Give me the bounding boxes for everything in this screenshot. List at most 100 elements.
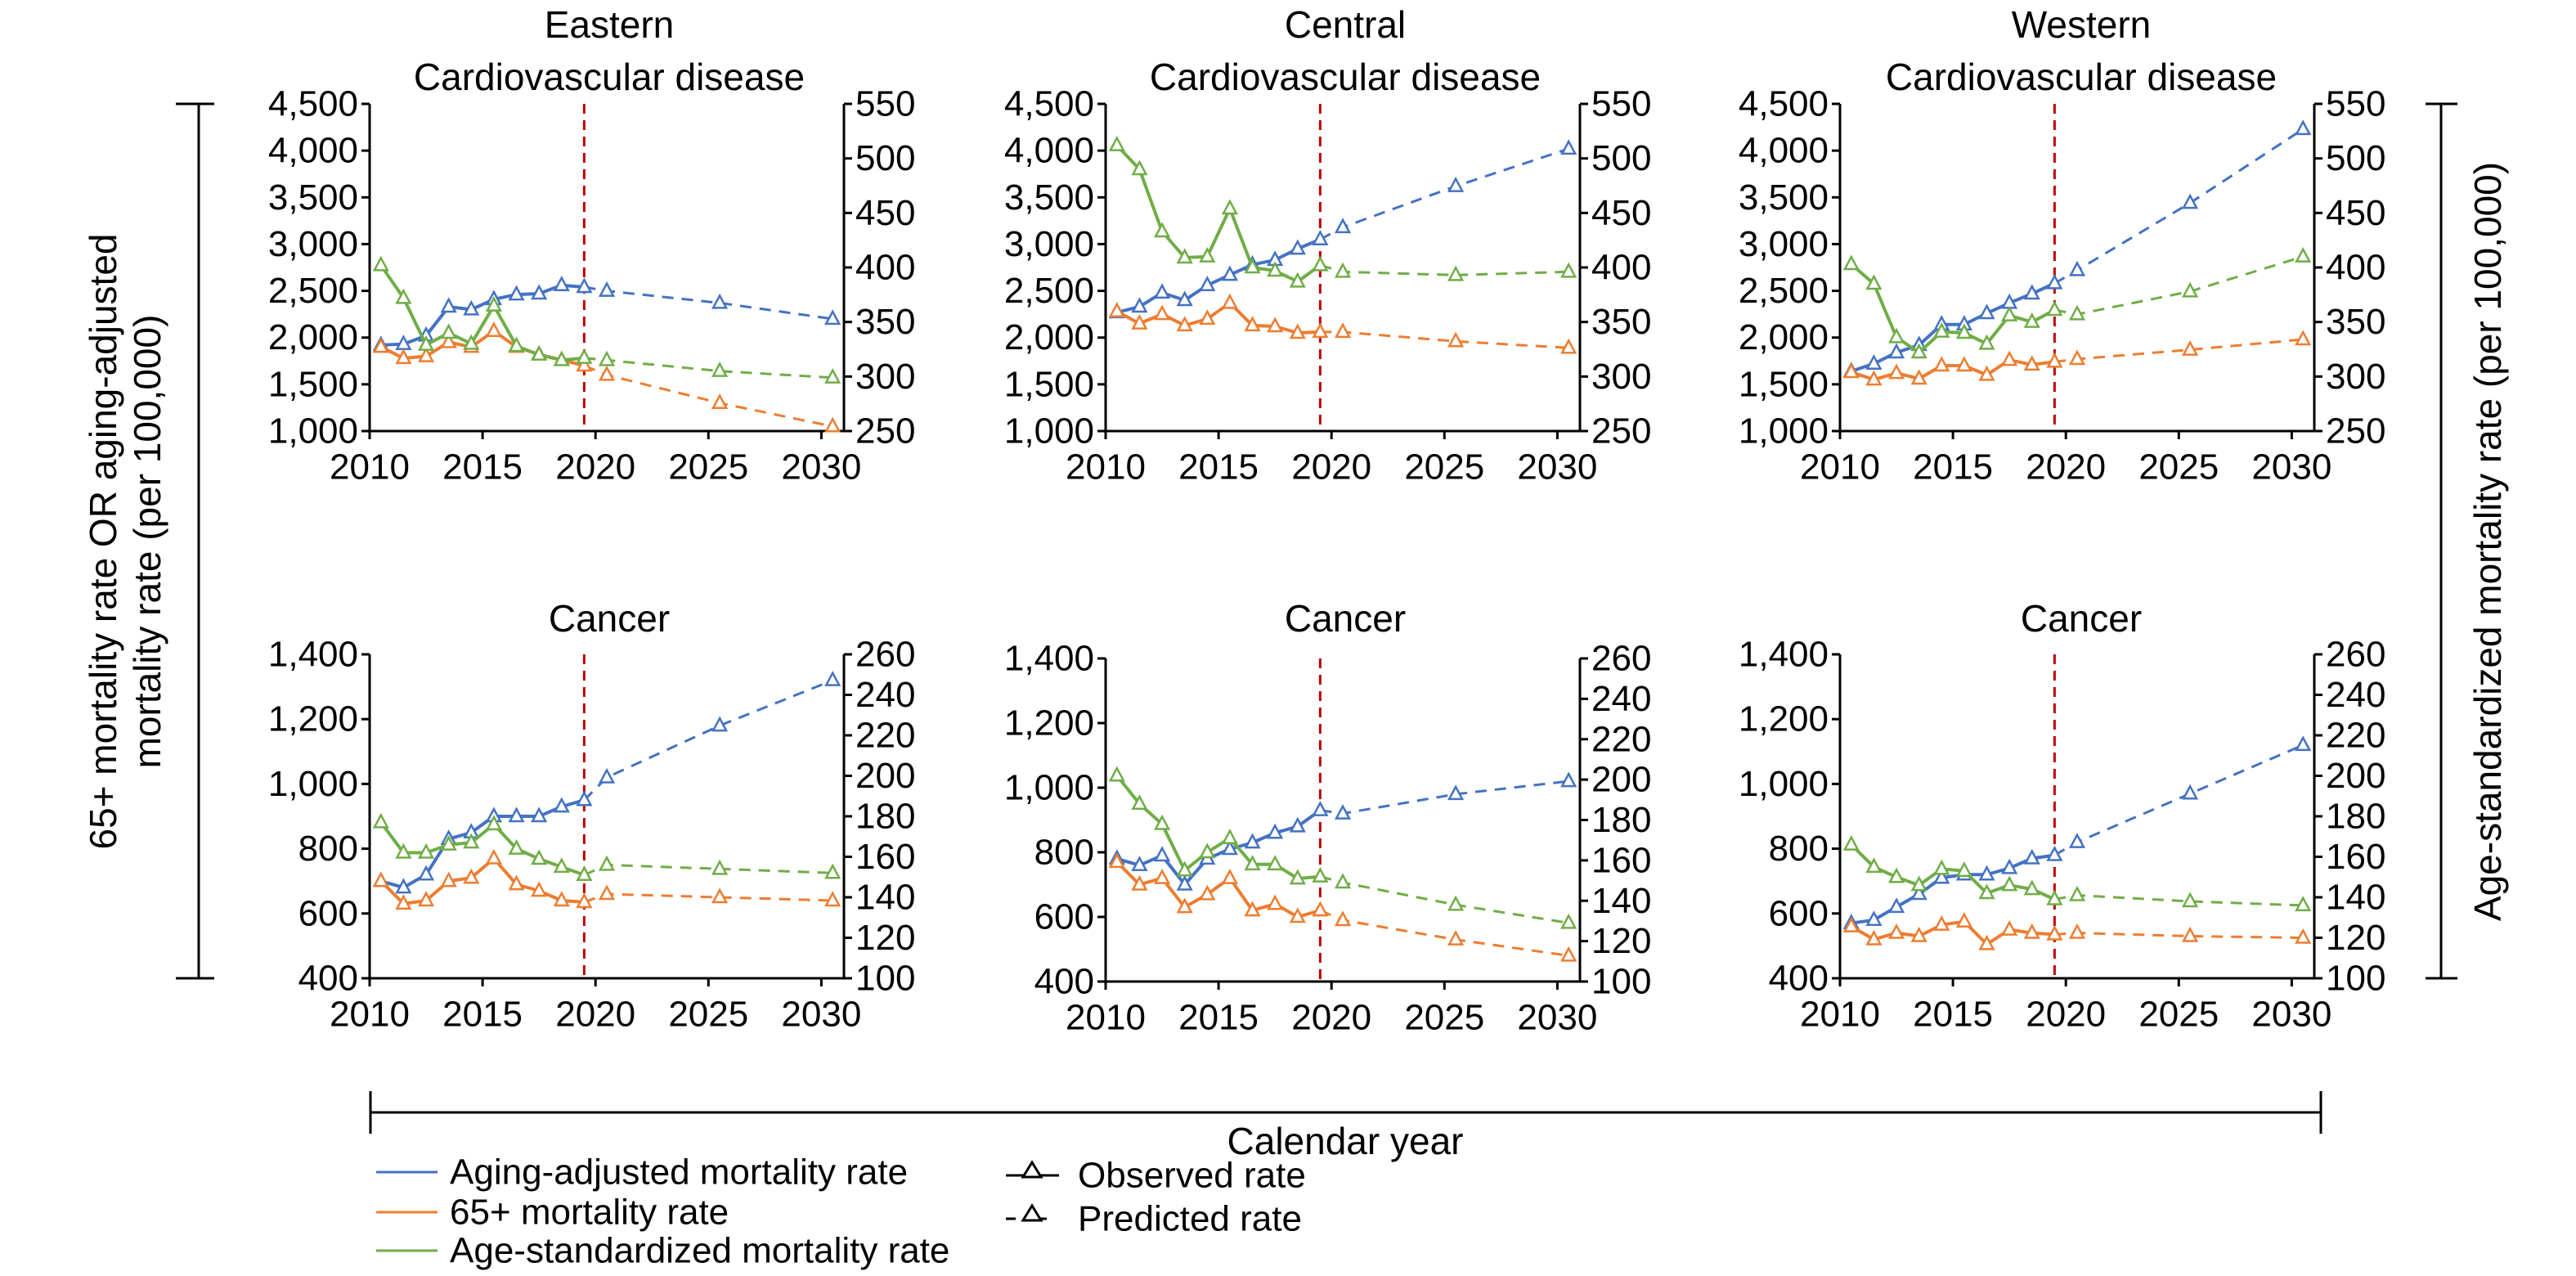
observed-point-age-standardized xyxy=(1108,136,1125,151)
left-y-tick-label: 800 xyxy=(1034,833,1094,873)
x-tick-label: 2010 xyxy=(330,447,410,487)
observed-point-65plus xyxy=(508,874,525,891)
predicted-line-65plus xyxy=(583,364,833,428)
panel-title-central-cvd: Cardiovascular disease xyxy=(1150,56,1541,98)
observed-point-65plus xyxy=(417,891,435,907)
observed-line-aging-adjusted xyxy=(1851,853,2055,925)
observed-point-age-standardized xyxy=(463,833,480,849)
predicted-point-65plus xyxy=(711,393,729,409)
predicted-point-aging-adjusted xyxy=(2295,735,2312,752)
left-y-tick-label: 1,200 xyxy=(1004,703,1094,744)
predicted-line-aging-adjusted xyxy=(2053,128,2304,285)
x-axis-label: Calendar year xyxy=(1227,1120,1464,1162)
observed-point-age-standardized xyxy=(1289,869,1306,885)
left-y-tick-label: 600 xyxy=(1034,897,1094,937)
x-tick-label: 2030 xyxy=(2251,995,2331,1035)
x-tick-label: 2030 xyxy=(781,447,861,487)
observed-point-age-standardized xyxy=(417,842,435,859)
observed-point-aging-adjusted xyxy=(2001,858,2018,874)
panel-title-western-cancer: Cancer xyxy=(2021,597,2142,640)
legend-observed-label: Observed rate xyxy=(1078,1156,1306,1196)
x-tick-label: 2025 xyxy=(1404,998,1484,1038)
predicted-line-age-standardized xyxy=(1319,263,1569,276)
predicted-point-age-standardized xyxy=(824,863,841,879)
legend-label-aging-adjusted: Aging-adjusted mortality rate xyxy=(450,1152,908,1193)
observed-point-aging-adjusted xyxy=(1221,839,1238,856)
predicted-point-age-standardized xyxy=(598,855,616,871)
observed-point-65plus xyxy=(1312,322,1329,339)
left-y-tick-label: 4,500 xyxy=(1004,84,1094,124)
observed-point-age-standardized xyxy=(1244,855,1261,871)
left-y-tick-label: 4,000 xyxy=(1004,131,1094,171)
right-y-tick-label: 240 xyxy=(855,675,915,715)
observed-point-age-standardized xyxy=(576,348,593,364)
observed-point-aging-adjusted xyxy=(553,797,570,813)
observed-point-age-standardized xyxy=(508,838,525,855)
right-y-tick-label: 350 xyxy=(1591,302,1651,342)
observed-point-age-standardized xyxy=(1176,860,1193,877)
observed-point-aging-adjusted xyxy=(1176,874,1193,891)
observed-point-aging-adjusted xyxy=(1312,230,1329,245)
observed-point-age-standardized xyxy=(395,288,412,304)
observed-point-age-standardized xyxy=(1910,875,1928,892)
left-y-tick-label: 3,000 xyxy=(1739,224,1829,264)
predicted-point-aging-adjusted xyxy=(2068,260,2086,276)
predicted-line-age-standardized xyxy=(584,357,833,380)
right-y-tick-label: 120 xyxy=(855,918,915,958)
predicted-line-aging-adjusted xyxy=(1319,147,1569,241)
observed-point-aging-adjusted xyxy=(1933,868,1950,884)
left-y-tick-label: 1,000 xyxy=(268,764,358,804)
predicted-line-aging-adjusted xyxy=(2053,744,2304,856)
observed-point-65plus xyxy=(1933,915,1950,931)
observed-point-age-standardized xyxy=(1131,160,1148,176)
left-y-tick-label: 400 xyxy=(1034,962,1094,1002)
observed-point-65plus xyxy=(2023,355,2040,371)
x-tick-label: 2030 xyxy=(2251,447,2331,487)
right-y-tick-label: 400 xyxy=(1591,248,1651,288)
right-y-tick-label: 450 xyxy=(855,193,915,233)
predicted-point-65plus xyxy=(1447,331,1465,348)
left-y-tick-label: 3,000 xyxy=(268,224,358,264)
observed-point-age-standardized xyxy=(1244,258,1261,274)
right-y-tick-label: 240 xyxy=(2326,675,2385,715)
observed-point-aging-adjusted xyxy=(1312,800,1329,816)
observed-point-aging-adjusted xyxy=(440,297,457,313)
observed-point-65plus xyxy=(1978,365,1995,381)
left-y-tick-label: 1,400 xyxy=(268,635,358,675)
right-y-tick-label: 100 xyxy=(855,959,915,999)
legend-label-65plus: 65+ mortality rate xyxy=(450,1193,729,1233)
predicted-point-65plus xyxy=(2068,923,2086,939)
observed-point-age-standardized xyxy=(1910,343,1928,359)
left-y-tick-label: 1,500 xyxy=(1739,364,1829,404)
left-y-tick-label: 400 xyxy=(1769,959,1829,999)
predicted-point-65plus xyxy=(598,365,616,381)
predicted-point-aging-adjusted xyxy=(711,716,729,732)
x-tick-label: 2020 xyxy=(2026,995,2106,1035)
predicted-point-aging-adjusted xyxy=(824,309,841,326)
left-y-tick-label: 1,400 xyxy=(1004,639,1094,679)
observed-point-aging-adjusted xyxy=(1865,354,1883,370)
predicted-point-age-standardized xyxy=(1447,895,1465,911)
x-tick-label: 2015 xyxy=(1178,447,1259,487)
right-y-tick-label: 400 xyxy=(855,248,915,288)
observed-point-age-standardized xyxy=(395,842,412,859)
panel-central-cvd: 1,000 1,500 2,000 2,500 3,000 3,500 4,000 4,500… xyxy=(1004,84,1652,487)
right-y-tick-label: 200 xyxy=(1591,760,1651,800)
observed-point-age-standardized xyxy=(372,812,389,829)
observed-point-65plus xyxy=(1176,897,1193,914)
region-heading-eastern: Eastern xyxy=(545,3,675,46)
left-y-tick-label: 4,500 xyxy=(268,84,358,124)
observed-point-aging-adjusted xyxy=(1267,823,1284,839)
observed-point-aging-adjusted xyxy=(2023,848,2040,865)
observed-point-age-standardized xyxy=(2001,875,2018,892)
observed-point-aging-adjusted xyxy=(1153,846,1171,862)
observed-point-65plus xyxy=(1199,309,1216,326)
predicted-line-age-standardized xyxy=(2054,255,2304,316)
predicted-point-age-standardized xyxy=(2182,281,2199,298)
observed-point-age-standardized xyxy=(1312,255,1329,272)
observed-point-aging-adjusted xyxy=(1978,865,1995,881)
predicted-line-age-standardized xyxy=(2054,893,2304,907)
right-y-tick-label: 120 xyxy=(2326,918,2385,958)
x-tick-label: 2015 xyxy=(442,995,523,1035)
observed-point-65plus xyxy=(2001,919,2018,936)
